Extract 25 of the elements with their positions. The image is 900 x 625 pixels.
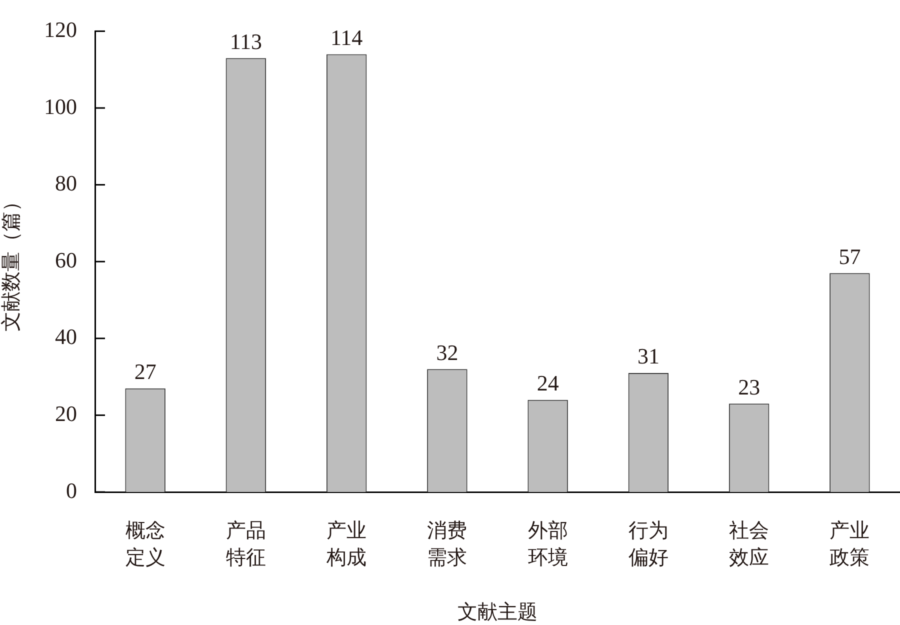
x-tick-label: 产业政策 [830, 520, 870, 569]
y-tick-label: 100 [44, 94, 77, 119]
y-tick-label: 120 [44, 16, 77, 42]
x-tick-label: 社会效应 [729, 520, 770, 569]
y-tick-label: 20 [55, 400, 77, 426]
data-label: 32 [436, 340, 458, 365]
data-label: 24 [536, 370, 559, 396]
x-axis-title: 文献主题 [458, 600, 538, 624]
x-tick-label: 行为偏好 [628, 520, 668, 569]
x-tick-label: 消费需求 [427, 520, 468, 569]
y-tick-label: 60 [55, 247, 77, 272]
y-axis-title: 文献数量（篇） [0, 192, 22, 332]
y-tick-label: 40 [55, 324, 77, 350]
x-tick-label: 概念定义 [125, 520, 166, 569]
data-label: 27 [134, 359, 156, 384]
data-label: 31 [637, 344, 660, 369]
data-label: 113 [230, 28, 262, 54]
y-tick-label: 80 [55, 170, 77, 196]
data-label: 57 [838, 244, 861, 269]
x-tick-label: 产品特征 [226, 520, 266, 569]
y-tick-label: 0 [66, 478, 77, 503]
x-tick-label: 外部环境 [528, 520, 568, 569]
data-label: 114 [330, 25, 363, 50]
x-tick-label: 产业构成 [326, 520, 367, 569]
data-label: 23 [738, 374, 760, 400]
